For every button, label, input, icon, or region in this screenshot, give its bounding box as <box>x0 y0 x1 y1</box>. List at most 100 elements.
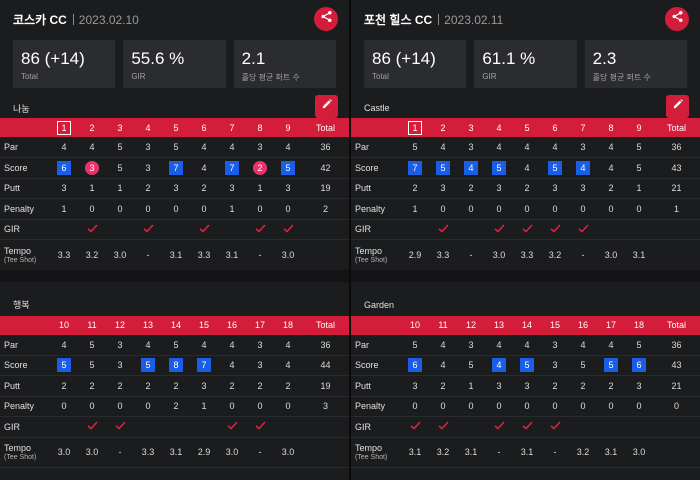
hole-number[interactable]: 11 <box>429 316 457 335</box>
hole-number[interactable]: 12 <box>457 316 485 335</box>
hole-number[interactable]: 6 <box>190 118 218 137</box>
round-title: 코스카 CC 2023.02.10 <box>13 11 139 28</box>
hole-number[interactable]: 4 <box>134 118 162 137</box>
hole-number[interactable]: 13 <box>134 316 162 335</box>
score-cell: 5 <box>513 355 541 376</box>
tempo-cell <box>653 240 700 270</box>
tempo-cell: 3.0 <box>274 240 302 270</box>
row-sublabel: (Tee Shot) <box>4 454 37 461</box>
score-cell: 3 <box>134 158 162 179</box>
row-label-text: Penalty <box>4 401 35 412</box>
penalty-value: 0 <box>580 401 586 412</box>
penalty-cell: 1 <box>653 199 700 220</box>
hole-number[interactable]: 14 <box>162 316 190 335</box>
hole-number[interactable]: 11 <box>78 316 106 335</box>
hole-label: 7 <box>580 122 586 133</box>
tempo-row: Tempo (Tee Shot) 2.9 3.3 - 3.0 3.3 3.2 - 3.0 3.1 <box>351 240 700 270</box>
tempo-value: 3.2 <box>436 447 450 457</box>
hole-number[interactable]: 14 <box>513 316 541 335</box>
hole-number[interactable]: 12 <box>106 316 134 335</box>
penalty-value: 0 <box>117 203 123 214</box>
gir-row: GIR <box>351 417 700 437</box>
tempo-value: 3.1 <box>225 249 239 260</box>
share-icon <box>671 10 684 28</box>
score-cell: 42 <box>302 158 349 179</box>
putt-value: 2 <box>552 380 558 391</box>
check-icon <box>521 421 533 432</box>
tempo-cell: 3.1 <box>162 437 190 467</box>
par-value: 5 <box>412 339 418 350</box>
hole-number[interactable]: 17 <box>597 316 625 335</box>
par-cell: 3 <box>106 335 134 356</box>
bogey-score-marker: 6 <box>632 358 646 373</box>
putt-cell: 3 <box>401 376 429 397</box>
par-cell: 4 <box>218 335 246 356</box>
penalty-cell: 0 <box>274 199 302 220</box>
hole-number[interactable]: 3 <box>457 118 485 137</box>
hole-number[interactable]: 16 <box>218 316 246 335</box>
hole-number[interactable]: 9 <box>274 118 302 137</box>
hole-number[interactable]: 15 <box>190 316 218 335</box>
putt-cell: 1 <box>106 178 134 199</box>
putt-value: 1 <box>117 183 123 194</box>
hole-number[interactable]: 6 <box>541 118 569 137</box>
par-row: Par 5 4 3 4 4 4 3 4 5 36 <box>351 137 700 158</box>
stat-card: 2.1 홀당 평균 퍼트 수 <box>233 40 336 88</box>
hole-label: 15 <box>549 320 560 330</box>
tempo-value: 3.0 <box>225 447 239 457</box>
selected-hole[interactable]: 1 <box>57 120 71 135</box>
hole-number[interactable]: 13 <box>485 316 513 335</box>
hole-number[interactable]: 4 <box>485 118 513 137</box>
score-cell: 5 <box>50 355 78 376</box>
hole-number[interactable]: 17 <box>246 316 274 335</box>
hole-number[interactable]: 16 <box>569 316 597 335</box>
hole-label: 6 <box>552 122 558 133</box>
hole-number[interactable]: 8 <box>246 118 274 137</box>
hole-number[interactable]: 10 <box>50 316 78 335</box>
edit-score-button[interactable] <box>315 94 338 118</box>
hole-number[interactable]: 9 <box>625 118 653 137</box>
penalty-cell: 1 <box>190 396 218 417</box>
hole-number[interactable]: 7 <box>569 118 597 137</box>
course-section-name: 나눔 <box>13 103 30 114</box>
hole-number[interactable]: 18 <box>625 316 653 335</box>
total-header: Total <box>315 122 335 133</box>
tempo-cell: 3.1 <box>218 240 246 270</box>
score-cell: 5 <box>274 158 302 179</box>
section-header: Castle <box>351 88 700 118</box>
hole-number[interactable]: 2 <box>429 118 457 137</box>
hole-number[interactable]: 2 <box>78 118 106 137</box>
hole-number[interactable]: 1 <box>50 118 78 137</box>
hole-number[interactable]: 15 <box>541 316 569 335</box>
hole-number[interactable]: 10 <box>401 316 429 335</box>
total-header: Total <box>666 122 686 133</box>
score-cell: 6 <box>401 355 429 376</box>
score-cell: 5 <box>541 158 569 179</box>
penalty-cell: 0 <box>513 396 541 417</box>
hole-number[interactable]: 5 <box>513 118 541 137</box>
edit-score-button[interactable] <box>666 94 689 118</box>
total-header: Total <box>315 320 335 330</box>
putt-value: 2 <box>201 183 207 194</box>
par-value: 4 <box>285 142 291 152</box>
tempo-cell: 3.1 <box>162 240 190 270</box>
hole-number[interactable]: 18 <box>274 316 302 335</box>
hole-number[interactable]: 3 <box>106 118 134 137</box>
score-cell: 5 <box>485 158 513 179</box>
putt-cell: 2 <box>218 376 246 397</box>
share-button[interactable] <box>665 7 689 31</box>
hole-number[interactable]: 1 <box>401 118 429 137</box>
selected-hole[interactable]: 1 <box>408 120 422 135</box>
hole-number[interactable]: 5 <box>162 118 190 137</box>
hole-label: 18 <box>633 320 644 330</box>
putt-cell: 2 <box>50 376 78 397</box>
row-label-text: Putt <box>4 183 21 194</box>
share-button[interactable] <box>314 7 338 31</box>
hole-number[interactable]: 7 <box>218 118 246 137</box>
hole-label: 6 <box>201 122 207 133</box>
putt-value: 21 <box>671 380 682 391</box>
par-cell: 4 <box>485 137 513 158</box>
par-value: 4 <box>89 142 95 152</box>
penalty-value: 3 <box>322 401 328 412</box>
hole-number[interactable]: 8 <box>597 118 625 137</box>
